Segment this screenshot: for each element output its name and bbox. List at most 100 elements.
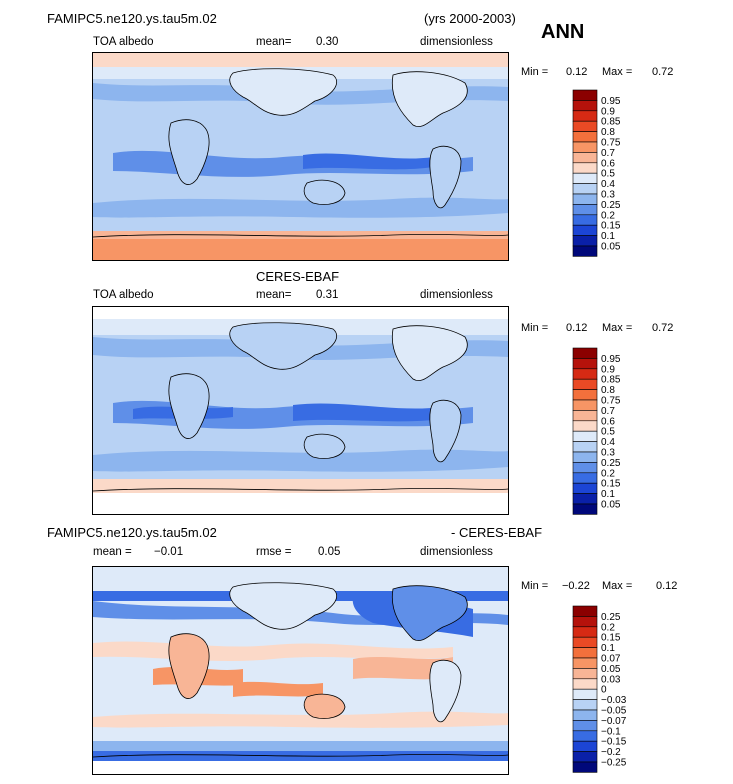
map-model-albedo <box>92 52 509 261</box>
colorbar-swatch <box>572 358 598 370</box>
colorbar-swatch <box>572 668 598 680</box>
min-value: −0.22 <box>562 580 590 592</box>
colorbar-tick-label: 0.1 <box>601 643 615 654</box>
colorbar-swatch <box>572 368 598 380</box>
max-value: 0.12 <box>656 580 678 592</box>
colorbar-tick-label: −0.03 <box>601 695 627 706</box>
colorbar-tick-label: 0.3 <box>601 190 615 201</box>
colorbar-tick-label: 0.2 <box>601 468 615 479</box>
colorbar-tick-label: 0.95 <box>601 354 621 365</box>
colorbar-tick-label: 0.75 <box>601 138 621 149</box>
colorbar-tick-label: 0.7 <box>601 148 615 159</box>
mean-label: mean = <box>93 546 132 558</box>
colorbar-svg: 0.950.90.850.80.750.70.60.50.40.30.250.2… <box>572 347 621 515</box>
colorbar-tick-label: 0.1 <box>601 489 615 500</box>
colorbar-swatch <box>572 172 598 184</box>
max-value: 0.72 <box>652 66 674 78</box>
colorbar-tick-label: 0.9 <box>601 364 615 375</box>
mean-value: −0.01 <box>154 546 184 558</box>
colorbar-tick-label: 0.05 <box>601 242 621 253</box>
min-label: Min = <box>521 580 549 592</box>
colorbar-tick-label: 0.9 <box>601 106 615 117</box>
colorbar-swatch <box>572 141 598 153</box>
units-label: dimensionless <box>420 36 493 48</box>
colorbar-tick-label: 0.15 <box>601 479 621 490</box>
colorbar-tick-label: 0.25 <box>601 200 621 211</box>
colorbar-swatch <box>572 162 598 174</box>
colorbar-swatch <box>572 347 598 359</box>
colorbar-model: 0.95 0.9 0.85 0.8 0.75 0.7 0.6 0.5 0.4 0.3 0.25 0.2… <box>572 89 643 260</box>
colorbar-swatch <box>572 120 598 132</box>
colorbar-swatch <box>572 636 598 648</box>
colorbar-tick-label: 0.25 <box>601 612 621 623</box>
units-label: dimensionless <box>420 289 493 301</box>
case-name: FAMIPC5.ne120.ys.tau5m.02 <box>47 11 217 26</box>
mean-value: 0.31 <box>316 289 339 301</box>
colorbar-swatch <box>572 399 598 411</box>
colorbar-tick-label: 0.8 <box>601 127 615 138</box>
colorbar-svg: 0.950.90.850.80.750.70.60.50.40.30.250.2… <box>572 89 621 257</box>
panel-title: CERES-EBAF <box>256 269 340 284</box>
colorbar-tick-label: 0.4 <box>601 179 615 190</box>
colorbar-swatch <box>572 616 598 628</box>
colorbar-tick-label: 0.8 <box>601 385 615 396</box>
colorbar-tick-label: 0.6 <box>601 416 615 427</box>
colorbar-tick-label: −0.15 <box>601 737 627 748</box>
colorbar-tick-label: 0.3 <box>601 448 615 459</box>
colorbar-swatch <box>572 441 598 453</box>
colorbar-tick-label: 0.05 <box>601 500 621 511</box>
colorbar-swatch <box>572 688 598 700</box>
colorbar-swatch <box>572 110 598 122</box>
colorbar-tick-label: 0.1 <box>601 231 615 242</box>
colorbar-swatch <box>572 709 598 721</box>
colorbar-tick-label: 0.95 <box>601 96 621 107</box>
colorbar-swatch <box>572 730 598 742</box>
colorbar-swatch <box>572 740 598 752</box>
colorbar-swatch <box>572 193 598 205</box>
colorbar-swatch <box>572 605 598 617</box>
rmse-label: rmse = <box>256 546 292 558</box>
colorbar-swatch <box>572 224 598 236</box>
colorbar-tick-label: 0.4 <box>601 437 615 448</box>
variable-label: TOA albedo <box>93 289 154 301</box>
colorbar-difference: 0.25 0.2 0.15 0.1 0.07 0.05 0.03 0 −0.03 −0.05 −0.… <box>572 605 643 776</box>
colorbar-tick-label: 0.6 <box>601 158 615 169</box>
variable-label: TOA albedo <box>93 36 154 48</box>
colorbar-swatch <box>572 699 598 711</box>
colorbar-tick-label: 0.15 <box>601 221 621 232</box>
colorbar-swatch <box>572 100 598 112</box>
panel-title-right: - CERES-EBAF <box>451 525 543 540</box>
colorbar-swatch <box>572 462 598 474</box>
colorbar-swatch <box>572 503 598 515</box>
min-label: Min = <box>521 322 549 334</box>
min-value: 0.12 <box>566 66 588 78</box>
colorbar-swatch <box>572 183 598 195</box>
colorbar-tick-label: 0.03 <box>601 674 621 685</box>
season-label: ANN <box>541 21 585 43</box>
colorbar-swatch <box>572 245 598 257</box>
colorbar-tick-label: −0.1 <box>601 726 621 737</box>
colorbar-tick-label: 0.25 <box>601 458 621 469</box>
map-obs-albedo <box>92 306 509 515</box>
colorbar-tick-label: 0.5 <box>601 427 615 438</box>
colorbar-swatch <box>572 647 598 659</box>
colorbar-swatch <box>572 451 598 463</box>
colorbar-svg: 0.250.20.150.10.070.050.030−0.03−0.05−0.… <box>572 605 627 773</box>
colorbar-swatch <box>572 430 598 442</box>
colorbar-tick-label: 0.15 <box>601 633 621 644</box>
colorbar-swatch <box>572 678 598 690</box>
colorbar-tick-label: 0 <box>601 685 607 696</box>
min-label: Min = <box>521 66 549 78</box>
colorbar-tick-label: 0.2 <box>601 622 615 633</box>
max-label: Max = <box>602 322 633 334</box>
colorbar-tick-label: −0.2 <box>601 747 621 758</box>
colorbar-swatch <box>572 720 598 732</box>
colorbar-tick-label: 0.5 <box>601 169 615 180</box>
colorbar-tick-label: 0.05 <box>601 664 621 675</box>
colorbar-swatch <box>572 626 598 638</box>
colorbar-swatch <box>572 761 598 773</box>
mean-label: mean= <box>256 36 292 48</box>
max-label: Max = <box>602 66 633 78</box>
colorbar-tick-label: 0.7 <box>601 406 615 417</box>
colorbar-swatch <box>572 389 598 401</box>
